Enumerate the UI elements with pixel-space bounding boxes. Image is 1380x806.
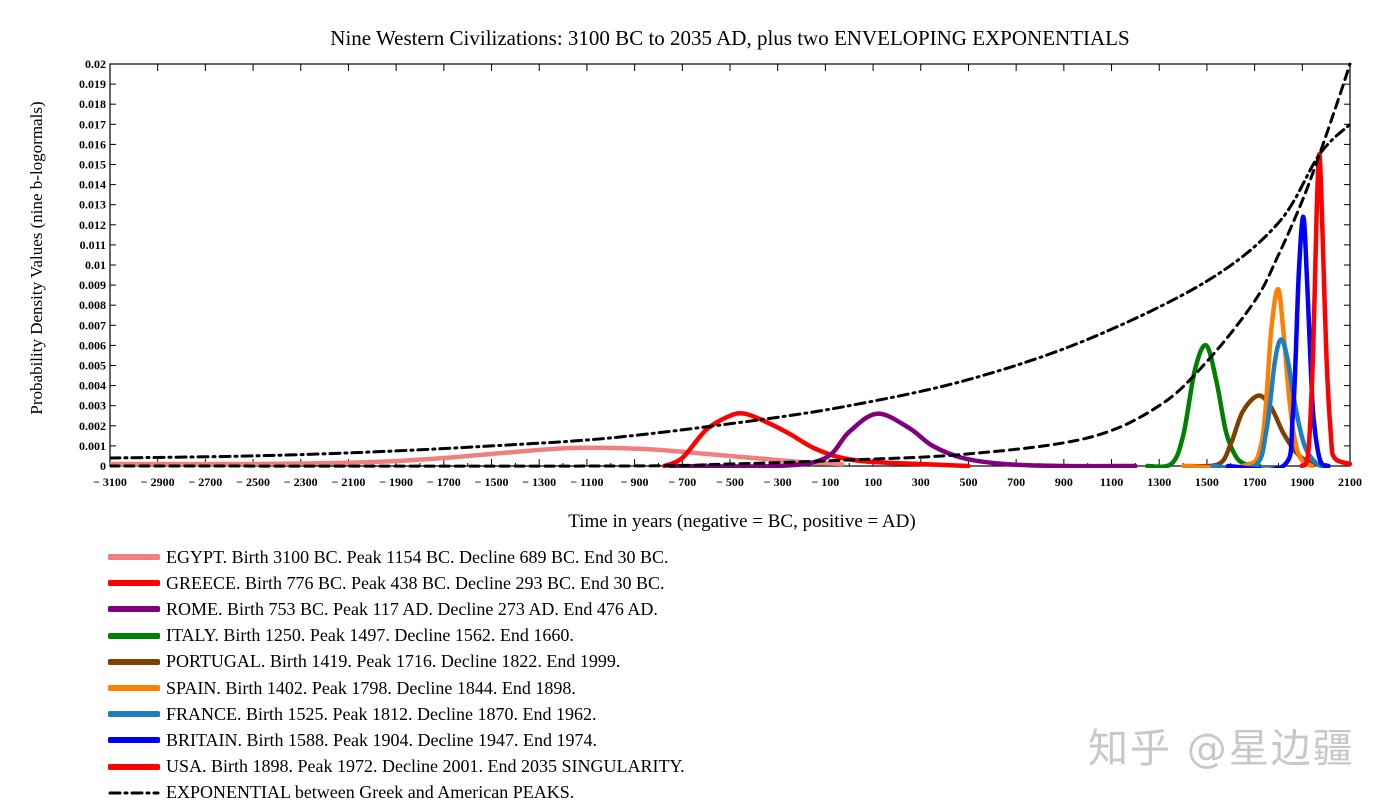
x-tick-label: 1900 <box>1290 475 1314 489</box>
y-tick-label: 0 <box>100 459 106 473</box>
series-line-5 <box>1181 286 1315 468</box>
legend-label: ROME. Birth 753 BC. Peak 117 AD. Decline… <box>166 598 658 619</box>
series-line-2 <box>667 411 1138 468</box>
y-tick-label: 0.019 <box>79 77 106 91</box>
legend-swatch <box>108 681 160 695</box>
x-axis-label: Time in years (negative = BC, positive =… <box>568 511 915 532</box>
y-tick-label: 0.007 <box>79 318 106 332</box>
x-tick-label: 500 <box>959 475 977 489</box>
y-tick-label: 0.014 <box>79 178 106 192</box>
legend-label: ITALY. Birth 1250. Peak 1497. Decline 15… <box>166 625 574 646</box>
watermark: 知乎 @星边疆 <box>1088 726 1355 772</box>
x-tick-label: − 700 <box>668 475 696 489</box>
legend-swatch <box>108 602 160 616</box>
x-tick-label: 100 <box>864 475 882 489</box>
y-tick-label: 0.011 <box>80 238 106 252</box>
x-tick-label: − 1100 <box>570 475 603 489</box>
plot-area: 0 0.001 0.002 0.003 0.004 0.005 0.006 0.007 0.00… <box>79 57 1362 489</box>
legend-swatch <box>108 576 160 590</box>
y-tick-label: 0.01 <box>85 258 106 272</box>
y-tick-label: 0.02 <box>85 57 106 71</box>
legend-swatch <box>108 786 160 800</box>
legend-item: ROME. Birth 753 BC. Peak 117 AD. Decline… <box>108 596 685 622</box>
y-tick-label: 0.012 <box>79 218 106 232</box>
legend-label: BRITAIN. Birth 1588. Peak 1904. Decline … <box>166 729 598 750</box>
x-tick-label: − 2100 <box>332 475 366 489</box>
legend-swatch <box>108 550 160 564</box>
y-tick-label: 0.009 <box>79 278 106 292</box>
legend-item: SPAIN. Birth 1402. Peak 1798. Decline 18… <box>108 675 685 701</box>
legend-swatch <box>108 760 160 774</box>
x-tick-label: − 300 <box>764 475 792 489</box>
x-tick-label: − 2900 <box>141 475 175 489</box>
x-tick-label: 1700 <box>1243 475 1267 489</box>
series-line-8 <box>1299 152 1352 468</box>
y-tick-label: 0.013 <box>79 198 106 212</box>
chart-title: Nine Western Civilizations: 3100 BC to 2… <box>330 26 1129 50</box>
x-tick-label: − 100 <box>811 475 839 489</box>
x-tick-label: − 1700 <box>427 475 461 489</box>
y-tick-label: 0.005 <box>79 359 106 373</box>
x-tick-label: 1100 <box>1100 475 1123 489</box>
series-line-7 <box>1225 214 1331 468</box>
x-tick-label: 900 <box>1055 475 1073 489</box>
x-tick-label: 700 <box>1007 475 1025 489</box>
legend-label: PORTUGAL. Birth 1419. Peak 1716. Decline… <box>166 651 621 672</box>
x-tick-label: 1500 <box>1195 475 1219 489</box>
legend: EGYPT. Birth 3100 BC. Peak 1154 BC. Decl… <box>108 544 685 806</box>
legend-item: EXPONENTIAL between Greek and American P… <box>108 780 685 806</box>
y-tick-label: 0.001 <box>79 439 106 453</box>
series-line-0 <box>110 445 845 467</box>
x-tick-label: − 1900 <box>379 475 413 489</box>
legend-swatch <box>108 707 160 721</box>
y-tick-label: 0.004 <box>79 379 106 393</box>
legend-item: GREECE. Birth 776 BC. Peak 438 BC. Decli… <box>108 570 685 596</box>
y-tick-label: 0.017 <box>79 117 106 131</box>
x-tick-label: − 2500 <box>236 475 270 489</box>
series-line-9 <box>110 122 1352 460</box>
legend-item: EGYPT. Birth 3100 BC. Peak 1154 BC. Decl… <box>108 544 685 570</box>
legend-swatch <box>108 629 160 643</box>
legend-label: GREECE. Birth 776 BC. Peak 438 BC. Decli… <box>166 572 665 593</box>
x-tick-label: − 1300 <box>522 475 556 489</box>
x-tick-label: 300 <box>912 475 930 489</box>
series-line-6 <box>1210 337 1329 468</box>
legend-swatch <box>108 733 160 747</box>
legend-item: PORTUGAL. Birth 1419. Peak 1716. Decline… <box>108 649 685 675</box>
x-tick-label: − 500 <box>716 475 744 489</box>
legend-label: FRANCE. Birth 1525. Peak 1812. Decline 1… <box>166 703 597 724</box>
x-tick-label: 1300 <box>1147 475 1171 489</box>
chart: Nine Western Civilizations: 3100 BC to 2… <box>27 26 1362 532</box>
legend-label: EGYPT. Birth 3100 BC. Peak 1154 BC. Decl… <box>166 546 669 567</box>
legend-item: ITALY. Birth 1250. Peak 1497. Decline 15… <box>108 623 685 649</box>
y-tick-label: 0.008 <box>79 298 106 312</box>
y-axis-label: Probability Density Values (nine b-logor… <box>27 101 46 414</box>
x-tick-label: − 2700 <box>188 475 222 489</box>
x-tick-label: − 3100 <box>93 475 127 489</box>
x-tick-label: − 1500 <box>475 475 509 489</box>
y-tick-label: 0.015 <box>79 158 106 172</box>
plot-frame <box>109 63 1351 467</box>
legend-item: BRITAIN. Birth 1588. Peak 1904. Decline … <box>108 727 685 753</box>
series-line-10 <box>110 62 1352 468</box>
legend-swatch <box>108 655 160 669</box>
legend-label: SPAIN. Birth 1402. Peak 1798. Decline 18… <box>166 677 576 698</box>
x-tick-label: 2100 <box>1338 475 1362 489</box>
legend-item: USA. Birth 1898. Peak 1972. Decline 2001… <box>108 754 685 780</box>
y-tick-label: 0.003 <box>79 399 106 413</box>
y-tick-label: 0.002 <box>79 419 106 433</box>
x-tick-label: − 900 <box>621 475 649 489</box>
legend-item: FRANCE. Birth 1525. Peak 1812. Decline 1… <box>108 701 685 727</box>
y-tick-label: 0.016 <box>79 137 106 151</box>
y-tick-label: 0.006 <box>79 338 106 352</box>
x-tick-label: − 2300 <box>284 475 318 489</box>
y-tick-label: 0.018 <box>79 97 106 111</box>
legend-label: USA. Birth 1898. Peak 1972. Decline 2001… <box>166 756 685 777</box>
series-line-1 <box>661 410 971 468</box>
legend-label: EXPONENTIAL between Greek and American P… <box>166 782 575 803</box>
